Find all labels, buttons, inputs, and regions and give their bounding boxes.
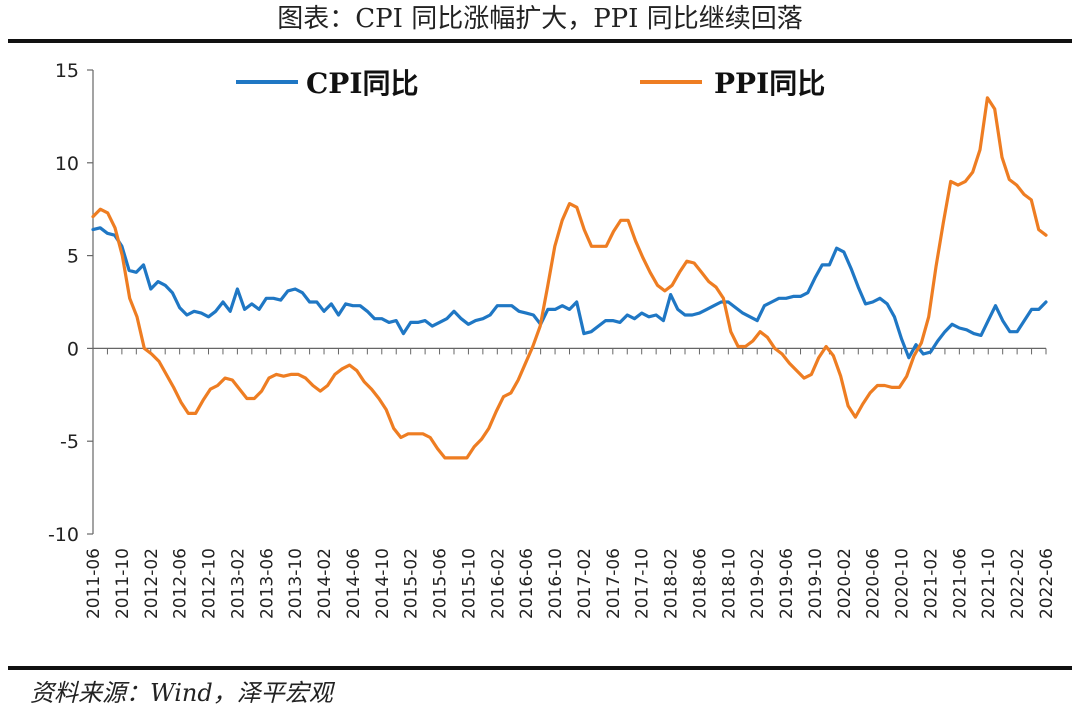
x-tick-label: 2017-10 [633, 548, 653, 619]
chart-title: 图表：CPI 同比涨幅扩大，PPI 同比继续回落 [277, 4, 803, 34]
x-tick-label: 2020-02 [835, 548, 855, 619]
x-tick-label: 2021-02 [921, 548, 941, 619]
y-tick-label: 0 [67, 338, 79, 360]
x-tick-label: 2020-10 [893, 548, 913, 619]
y-tick-label: -10 [48, 524, 79, 546]
x-tick-label: 2017-02 [575, 548, 595, 619]
x-tick-label: 2014-02 [315, 548, 335, 619]
x-tick-label: 2018-06 [690, 548, 710, 619]
x-tick-label: 2018-10 [719, 548, 739, 619]
x-tick-label: 2014-06 [344, 548, 364, 619]
x-tick-label: 2014-10 [373, 548, 393, 619]
y-tick-label: 10 [55, 153, 79, 175]
cpi-series-line [91, 226, 1048, 360]
x-tick-label: 2022-06 [1037, 548, 1057, 619]
y-tick-label: 5 [67, 246, 79, 268]
x-tick-label: 2012-02 [142, 548, 162, 619]
x-tick-label: 2011-10 [113, 548, 133, 619]
x-tick-label: 2012-10 [200, 548, 220, 619]
x-tick-label: 2013-06 [257, 548, 277, 619]
x-tick-label: 2015-06 [431, 548, 451, 619]
x-tick-label: 2021-06 [950, 548, 970, 619]
y-tick-label: -5 [60, 431, 79, 453]
x-tick-label: 2018-02 [662, 548, 682, 619]
x-tick-label: 2015-02 [402, 548, 422, 619]
x-tick-label: 2016-06 [517, 548, 537, 619]
x-tick-label: 2021-10 [979, 548, 999, 619]
x-tick-label: 2013-10 [286, 548, 306, 619]
x-tick-label: 2017-06 [604, 548, 624, 619]
x-tick-label: 2019-06 [777, 548, 797, 619]
top-rule [8, 39, 1072, 43]
x-tick-label: 2011-06 [84, 548, 104, 619]
x-tick-label: 2013-02 [228, 548, 248, 619]
x-tick-label: 2016-02 [488, 548, 508, 619]
y-tick-label: 15 [55, 60, 79, 82]
x-tick-label: 2016-10 [546, 548, 566, 619]
x-tick-label: 2019-02 [748, 548, 768, 619]
legend-ppi-label: PPI同比 [714, 67, 825, 100]
x-tick-label: 2012-06 [171, 548, 191, 619]
source-note: 资料来源：Wind，泽平宏观 [30, 679, 333, 707]
x-tick-label: 2022-02 [1008, 548, 1028, 619]
ppi-series-line [91, 96, 1048, 460]
bottom-rule [8, 666, 1072, 670]
legend-cpi-label: CPI同比 [306, 67, 418, 100]
x-tick-label: 2019-10 [806, 548, 826, 619]
x-tick-label: 2020-06 [864, 548, 884, 619]
x-tick-label: 2015-10 [459, 548, 479, 619]
